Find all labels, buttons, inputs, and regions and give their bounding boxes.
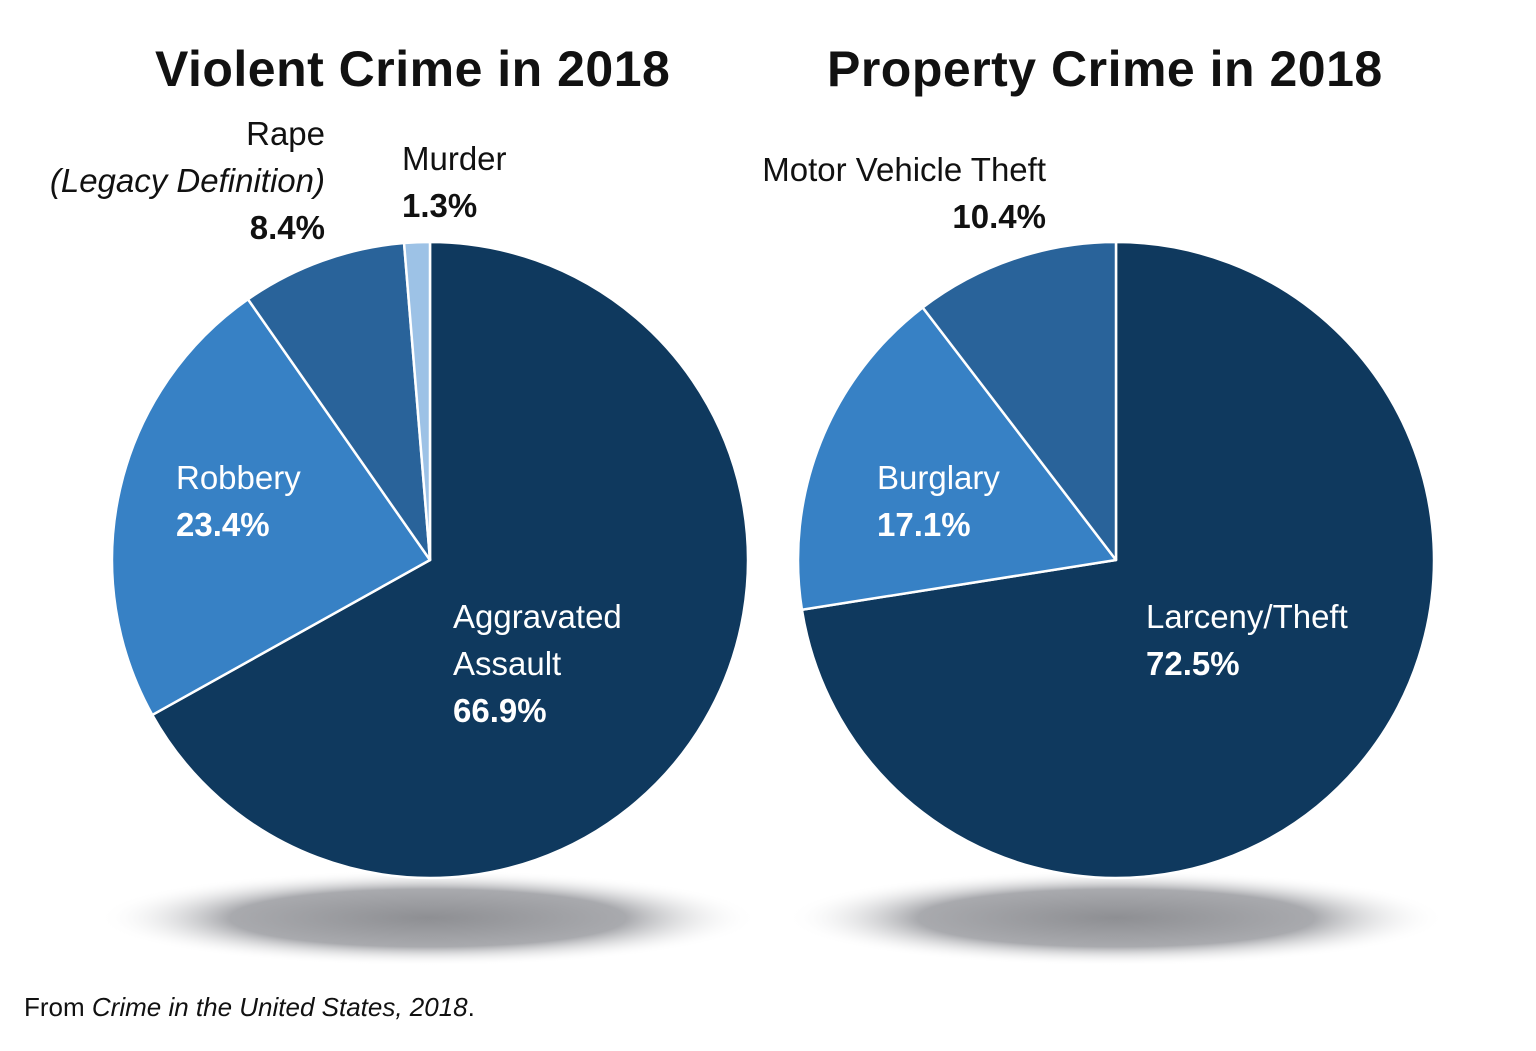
pie-slice-robbery: [110, 298, 432, 717]
label-motor-vehicle-theft: Motor Vehicle Theft 10.4%: [762, 151, 1046, 235]
violent-chart-title: Violent Crime in 2018: [155, 41, 671, 97]
label-murder: Murder 1.3%: [402, 140, 507, 224]
label-burglary: Burglary 17.1%: [877, 459, 1000, 543]
property-chart-title: Property Crime in 2018: [827, 41, 1383, 97]
pie-slice-murder: [402, 240, 432, 562]
label-rape: Rape (Legacy Definition) 8.4%: [49, 115, 325, 246]
pie-slice-motor-vehicle-theft: [921, 240, 1118, 562]
pie-slice-larceny-theft: [800, 240, 1436, 880]
violent-pie: [110, 240, 750, 880]
label-aggravated-assault: Aggravated Assault 66.9%: [453, 598, 622, 729]
pie-slice-burglary: [796, 306, 1118, 611]
property-pie: [796, 240, 1436, 880]
source-note: From Crime in the United States, 2018.: [24, 992, 475, 1022]
violent-pie-shadow: [98, 870, 758, 966]
label-larceny-theft: Larceny/Theft 72.5%: [1146, 598, 1348, 682]
pie-slice-rape-legacy-definition: [246, 241, 432, 562]
label-robbery: Robbery 23.4%: [176, 459, 301, 543]
property-pie-shadow: [786, 870, 1446, 966]
pie-slice-aggravated-assault: [151, 240, 750, 880]
